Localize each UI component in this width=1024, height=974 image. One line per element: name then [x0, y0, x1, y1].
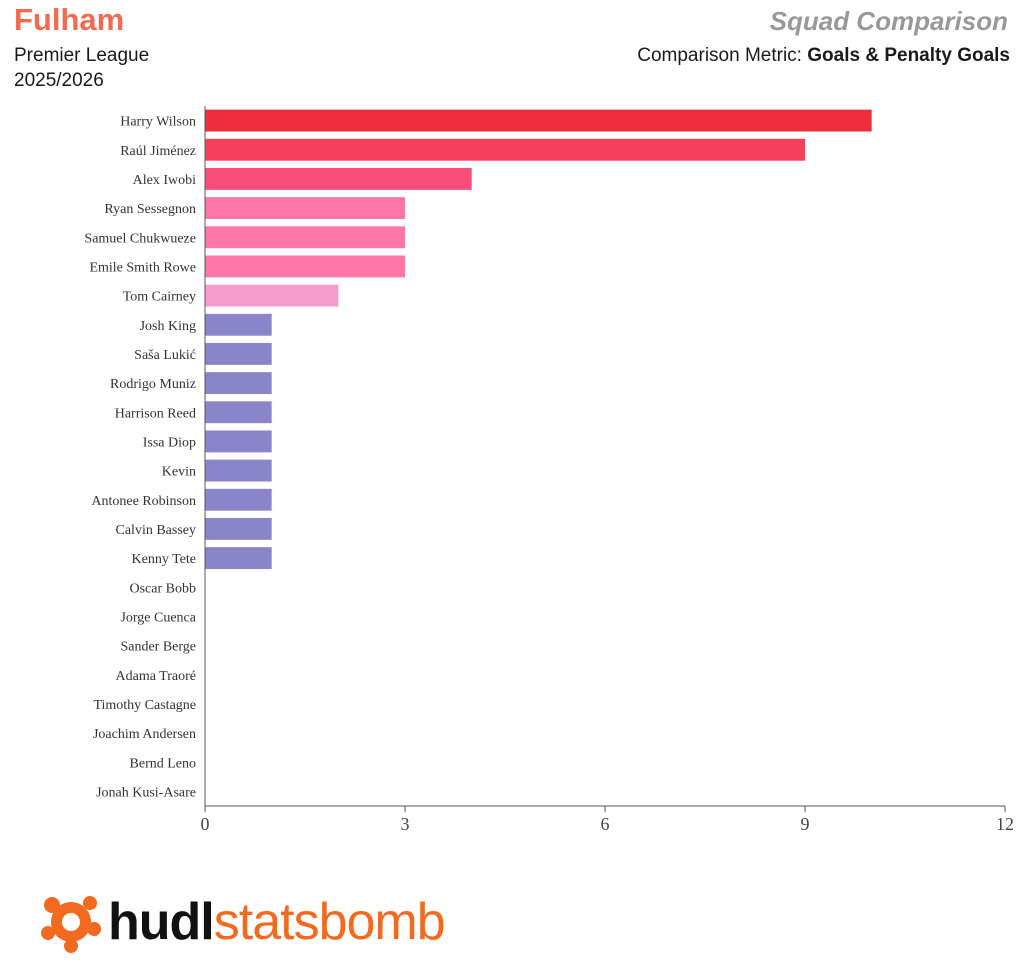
- y-tick-label: Antonee Robinson: [91, 494, 196, 509]
- x-tick-label: 3: [401, 814, 410, 834]
- logo-text-statsbomb: statsbomb: [213, 893, 446, 951]
- comparison-metric: Comparison Metric: Goals & Penalty Goals: [637, 45, 1010, 67]
- bars-group: [205, 109, 872, 570]
- x-tick-label: 12: [996, 814, 1014, 834]
- bar-5: [205, 255, 405, 278]
- bar-14: [205, 517, 272, 540]
- y-tick-label: Sander Berge: [120, 640, 196, 655]
- bar-4: [205, 226, 405, 249]
- y-tick-label: Emile Smith Rowe: [89, 260, 196, 275]
- y-tick-label: Rodrigo Muniz: [110, 377, 196, 392]
- bar-12: [205, 459, 272, 482]
- metric-value: Goals & Penalty Goals: [807, 45, 1010, 66]
- competition-name: Premier League: [14, 45, 150, 66]
- bar-7: [205, 313, 272, 336]
- bar-6: [205, 284, 339, 307]
- y-tick-label: Kevin: [162, 465, 196, 480]
- y-tick-label: Oscar Bobb: [130, 581, 197, 596]
- y-tick-label: Jonah Kusi-Asare: [96, 785, 196, 800]
- y-tick-labels: Harry Wilson Raúl Jiménez Alex Iwobi Ryan S…: [84, 115, 196, 801]
- bar-0: [205, 109, 872, 132]
- bar-chart: Harry Wilson Raúl Jiménez Alex Iwobi Ryan S…: [84, 106, 1014, 834]
- bar-9: [205, 372, 272, 395]
- y-tick-label: Tom Cairney: [123, 290, 196, 305]
- chart-title: Squad Comparison: [769, 6, 1008, 36]
- x-axis: 0 3 6 9 12: [201, 805, 1014, 834]
- y-tick-label: Bernd Leno: [130, 756, 196, 771]
- bar-8: [205, 342, 272, 365]
- logo-text: hudlstatsbomb: [108, 893, 446, 951]
- bar-15: [205, 547, 272, 570]
- y-tick-label: Harrison Reed: [115, 406, 196, 421]
- hudl-statsbomb-logo: hudlstatsbomb: [40, 890, 446, 954]
- hudl-statsbomb-logo-icon: [41, 896, 101, 953]
- bar-11: [205, 430, 272, 453]
- y-tick-label: Raúl Jiménez: [120, 144, 196, 159]
- y-tick-label: Ryan Sessegnon: [104, 202, 196, 217]
- x-tick-label: 0: [201, 814, 210, 834]
- y-tick-label: Alex Iwobi: [133, 173, 196, 188]
- y-tick-label: Joachim Andersen: [93, 727, 196, 742]
- y-tick-label: Samuel Chukwueze: [84, 231, 196, 246]
- bar-2: [205, 167, 472, 190]
- bar-13: [205, 488, 272, 511]
- logo-text-hudl: hudl: [108, 893, 215, 951]
- x-tick-label: 6: [601, 814, 610, 834]
- x-tick-label: 9: [801, 814, 810, 834]
- season-label: 2025/2026: [14, 70, 104, 91]
- y-tick-label: Adama Traoré: [116, 669, 197, 684]
- y-tick-label: Issa Diop: [143, 435, 196, 450]
- bar-10: [205, 401, 272, 424]
- y-tick-label: Jorge Cuenca: [120, 610, 196, 625]
- y-tick-label: Harry Wilson: [120, 115, 196, 130]
- y-tick-label: Josh King: [140, 319, 196, 334]
- metric-label: Comparison Metric:: [637, 45, 802, 66]
- y-tick-label: Calvin Bassey: [116, 523, 197, 538]
- team-title: Fulham: [14, 2, 125, 37]
- bar-3: [205, 197, 405, 220]
- bar-1: [205, 138, 805, 161]
- y-tick-label: Saša Lukić: [134, 348, 196, 363]
- y-tick-label: Kenny Tete: [132, 552, 196, 567]
- y-tick-label: Timothy Castagne: [93, 698, 196, 713]
